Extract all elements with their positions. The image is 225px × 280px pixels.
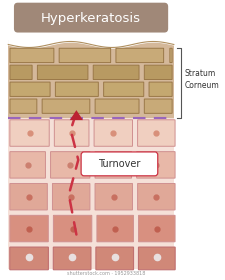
FancyBboxPatch shape: [37, 65, 88, 80]
FancyBboxPatch shape: [81, 152, 158, 176]
FancyBboxPatch shape: [10, 48, 54, 63]
Text: Turnover: Turnover: [98, 159, 141, 169]
FancyBboxPatch shape: [10, 247, 48, 270]
FancyBboxPatch shape: [144, 65, 172, 80]
FancyBboxPatch shape: [104, 82, 144, 96]
FancyBboxPatch shape: [10, 82, 50, 96]
FancyBboxPatch shape: [139, 215, 175, 242]
FancyBboxPatch shape: [138, 247, 175, 270]
FancyBboxPatch shape: [14, 3, 168, 32]
Bar: [8, 41, 174, 118]
FancyBboxPatch shape: [10, 152, 45, 178]
FancyBboxPatch shape: [10, 99, 37, 113]
FancyBboxPatch shape: [93, 65, 139, 80]
FancyBboxPatch shape: [52, 183, 90, 210]
FancyBboxPatch shape: [137, 152, 175, 178]
FancyBboxPatch shape: [170, 48, 172, 63]
FancyBboxPatch shape: [95, 152, 132, 178]
FancyBboxPatch shape: [54, 120, 89, 146]
FancyBboxPatch shape: [55, 82, 98, 96]
FancyBboxPatch shape: [10, 120, 49, 146]
FancyBboxPatch shape: [53, 247, 91, 270]
FancyBboxPatch shape: [95, 99, 139, 113]
FancyBboxPatch shape: [53, 215, 92, 242]
FancyBboxPatch shape: [42, 99, 90, 113]
FancyBboxPatch shape: [10, 215, 48, 242]
FancyBboxPatch shape: [97, 215, 133, 242]
FancyBboxPatch shape: [95, 183, 133, 210]
FancyBboxPatch shape: [144, 99, 172, 113]
Text: Stratum
Corneum: Stratum Corneum: [184, 69, 219, 90]
FancyBboxPatch shape: [94, 120, 133, 146]
FancyBboxPatch shape: [10, 183, 47, 210]
FancyBboxPatch shape: [149, 82, 172, 96]
FancyBboxPatch shape: [116, 48, 164, 63]
FancyBboxPatch shape: [96, 247, 133, 270]
FancyBboxPatch shape: [138, 183, 175, 210]
FancyBboxPatch shape: [59, 48, 111, 63]
Polygon shape: [70, 110, 83, 120]
FancyBboxPatch shape: [138, 120, 175, 146]
Bar: [8, 118, 174, 269]
FancyBboxPatch shape: [10, 65, 32, 80]
Text: shutterstock.com · 1952933818: shutterstock.com · 1952933818: [68, 271, 146, 276]
Text: Hyperkeratosis: Hyperkeratosis: [41, 12, 141, 25]
FancyBboxPatch shape: [51, 152, 90, 178]
